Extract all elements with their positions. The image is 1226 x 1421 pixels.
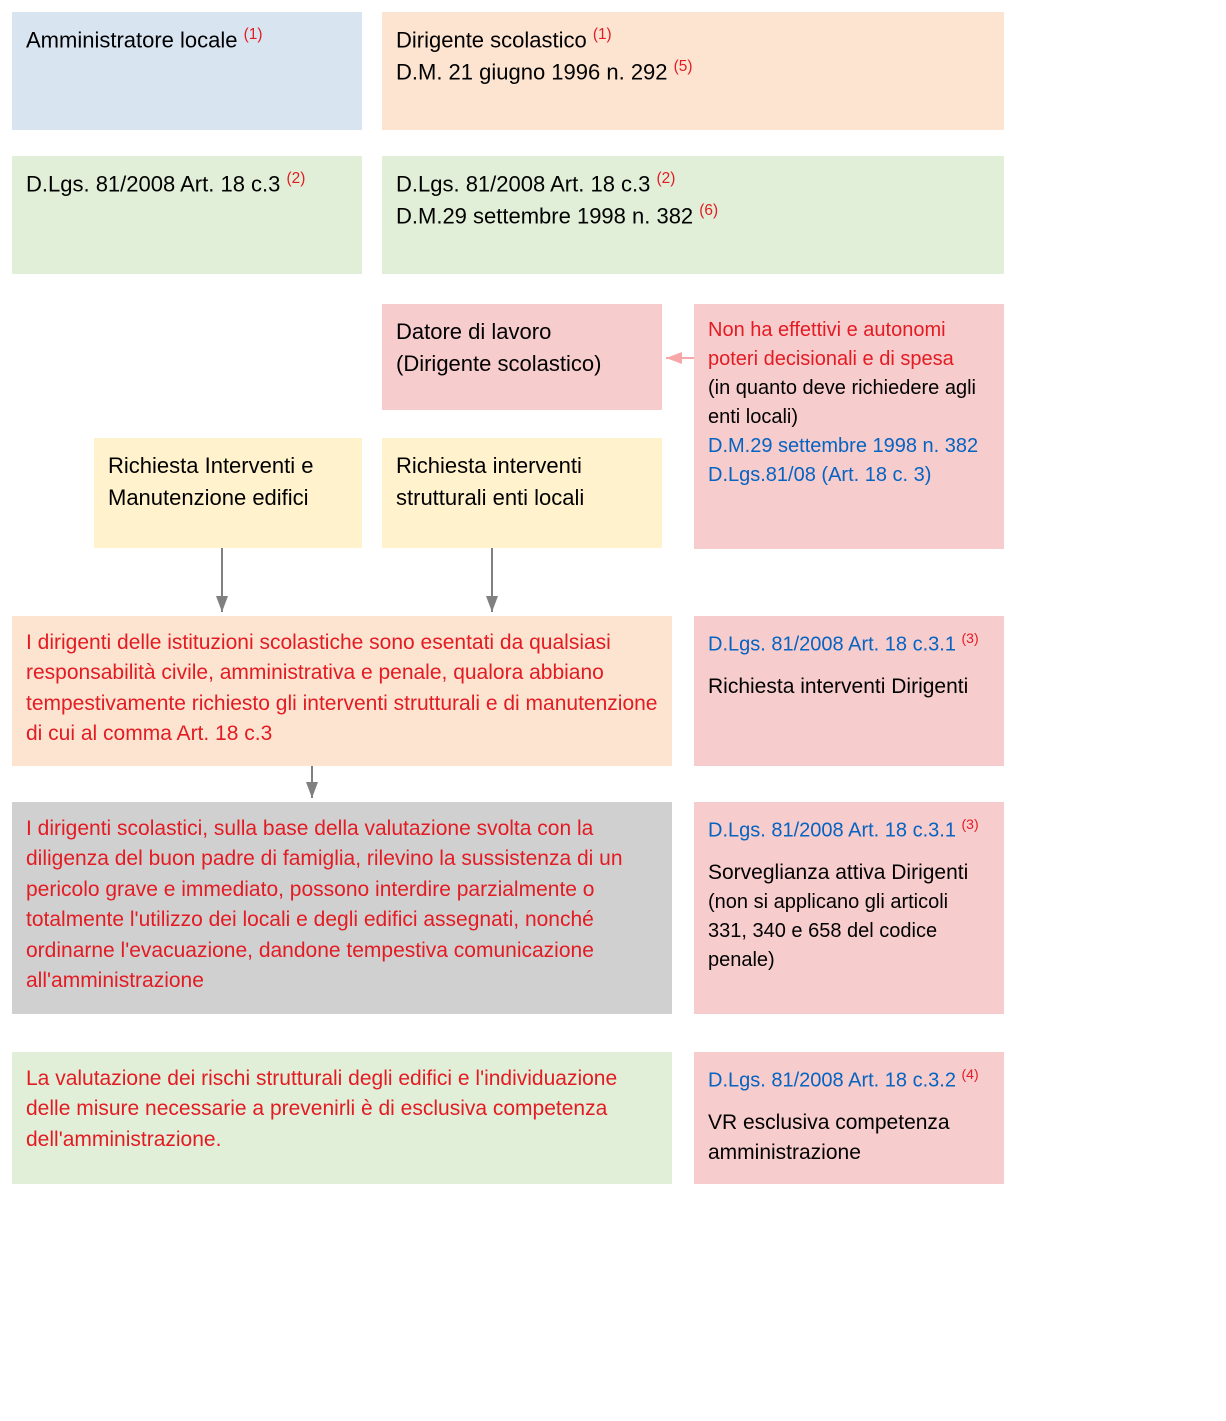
side2-sup: (3) [962,816,979,832]
dlgs-left-sup1: (2) [287,170,306,187]
richiesta-left-text: Richiesta Interventi e Manutenzione edif… [108,453,313,510]
box-admin-locale: Amministratore locale (1) [12,12,362,130]
admin-locale-text: Amministratore locale [26,27,238,52]
box-side3: D.Lgs. 81/2008 Art. 18 c.3.2 (4) VR escl… [694,1052,1004,1184]
richiesta-mid-text: Richiesta interventi strutturali enti lo… [396,453,584,510]
side1-title: Richiesta interventi Dirigenti [708,672,990,702]
box-datore: Datore di lavoro (Dirigente scolastico) [382,304,662,410]
para2-text: I dirigenti scolastici, sulla base della… [26,817,623,992]
dirigente-line2: D.M. 21 giugno 1996 n. 292 [396,60,668,85]
para3-text: La valutazione dei rischi strutturali de… [26,1067,617,1151]
admin-locale-sup: (1) [244,26,263,43]
box-richiesta-left: Richiesta Interventi e Manutenzione edif… [94,438,362,548]
box-para3: La valutazione dei rischi strutturali de… [12,1052,672,1184]
dirigente-line1: Dirigente scolastico [396,27,587,52]
dlgs-right-line1: D.Lgs. 81/2008 Art. 18 c.3 [396,171,650,196]
box-para1: I dirigenti delle istituzioni scolastich… [12,616,672,766]
box-non-ha: Non ha effettivi e autonomi poteri decis… [694,304,1004,549]
side2-ref: D.Lgs. 81/2008 Art. 18 c.3.1 [708,820,956,842]
box-richiesta-mid: Richiesta interventi strutturali enti lo… [382,438,662,548]
diagram-canvas: Amministratore locale (1) Dirigente scol… [12,12,1214,1409]
non-ha-l2: (in quanto deve richiedere agli enti loc… [708,374,990,432]
side3-sup: (4) [962,1066,979,1082]
datore-line2: (Dirigente scolastico) [396,348,648,380]
dlgs-right-sup1: (2) [657,170,676,187]
box-side1: D.Lgs. 81/2008 Art. 18 c.3.1 (3) Richies… [694,616,1004,766]
para1-text: I dirigenti delle istituzioni scolastich… [26,631,657,745]
datore-line1: Datore di lavoro [396,316,648,348]
box-dirigente: Dirigente scolastico (1) D.M. 21 giugno … [382,12,1004,130]
dirigente-sup1: (1) [593,26,612,43]
side3-title: VR esclusiva competenza amministrazione [708,1108,990,1169]
box-side2: D.Lgs. 81/2008 Art. 18 c.3.1 (3) Sorvegl… [694,802,1004,1014]
non-ha-l1: Non ha effettivi e autonomi poteri decis… [708,316,990,374]
box-para2: I dirigenti scolastici, sulla base della… [12,802,672,1014]
box-dlgs-right: D.Lgs. 81/2008 Art. 18 c.3 (2) D.M.29 se… [382,156,1004,274]
dirigente-sup2: (5) [674,58,693,75]
side3-ref: D.Lgs. 81/2008 Art. 18 c.3.2 [708,1070,956,1092]
side2-title: Sorveglianza attiva Dirigenti [708,858,990,888]
dlgs-right-sup2: (6) [699,202,718,219]
box-dlgs-left: D.Lgs. 81/2008 Art. 18 c.3 (2) [12,156,362,274]
dlgs-left-line1: D.Lgs. 81/2008 Art. 18 c.3 [26,171,280,196]
non-ha-l3: D.M.29 settembre 1998 n. 382 [708,432,990,461]
dlgs-right-line2: D.M.29 settembre 1998 n. 382 [396,204,693,229]
side1-sup: (3) [962,630,979,646]
non-ha-l4: D.Lgs.81/08 (Art. 18 c. 3) [708,461,990,490]
side2-note: (non si applicano gli articoli 331, 340 … [708,888,990,975]
side1-ref: D.Lgs. 81/2008 Art. 18 c.3.1 [708,634,956,656]
